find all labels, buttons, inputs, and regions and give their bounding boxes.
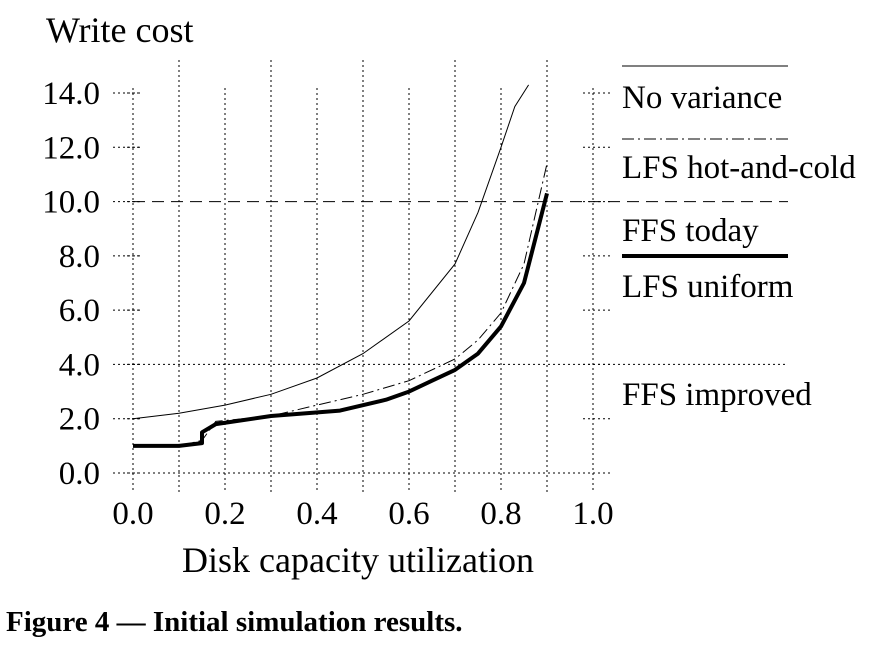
legend-label-ffs-improved: FFS improved (622, 377, 812, 413)
grid-lines (113, 60, 611, 493)
legend-label-lfs-hot-and-cold: LFS hot-and-cold (622, 150, 856, 186)
figure-caption: Figure 4 — Initial simulation results. (6, 606, 463, 638)
y-tick-label: 8.0 (59, 239, 100, 275)
series-line-no-variance (132, 84, 530, 420)
x-tick-label: 0.4 (296, 496, 337, 532)
reference-lines (133, 201, 788, 365)
y-tick-label: 2.0 (59, 402, 100, 438)
y-axis-title: Write cost (46, 10, 194, 50)
y-tick-label: 10.0 (42, 185, 100, 221)
x-tick-label: 1.0 (572, 496, 613, 532)
series-lines (132, 84, 549, 448)
plot-frame (113, 88, 611, 493)
y-tick-label: 14.0 (42, 76, 100, 112)
y-tick-label: 6.0 (59, 293, 100, 329)
tick-labels: 0.0 0.2 0.4 0.6 0.8 1.0 0.0 2.0 4.0 6.0 8.0 10.0 12.… (42, 76, 613, 532)
legend-label-lfs-uniform: LFS uniform (622, 269, 794, 305)
x-tick-label: 0.6 (388, 496, 429, 532)
legend-label-ffs-today: FFS today (622, 213, 759, 249)
y-tick-label: 4.0 (59, 347, 100, 383)
y-tick-label: 0.0 (59, 456, 100, 492)
series-line-lfs-hot-and-cold (133, 163, 548, 447)
x-axis-title: Disk capacity utilization (182, 540, 534, 580)
legend: No variance LFS hot-and-cold LFS uniform FF… (622, 65, 856, 413)
x-tick-label: 0.0 (112, 496, 153, 532)
x-tick-label: 0.8 (480, 496, 521, 532)
x-tick-label: 0.2 (204, 496, 245, 532)
series-line-lfs-uniform (133, 192, 549, 448)
y-tick-label: 12.0 (42, 130, 100, 166)
legend-label-no-variance: No variance (622, 80, 782, 116)
